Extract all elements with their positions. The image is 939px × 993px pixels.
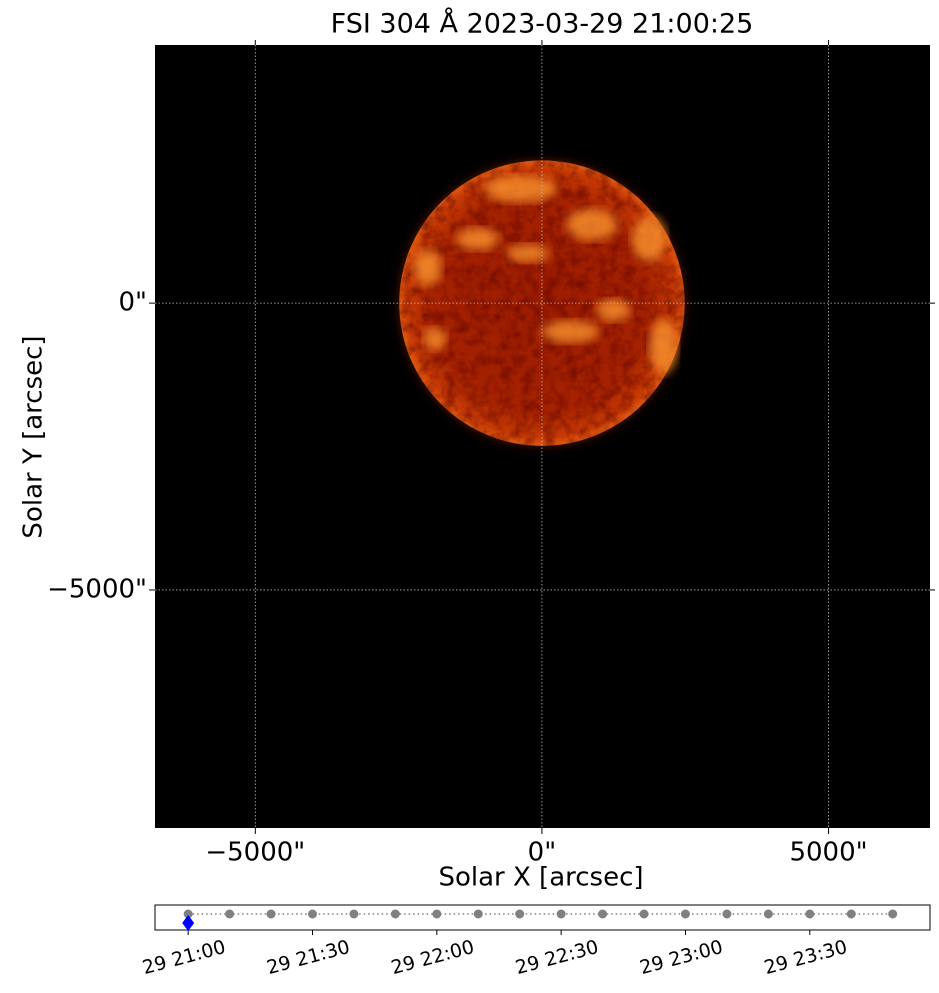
x-tick-label: 5000": [789, 838, 867, 868]
frame-point: [266, 909, 276, 919]
y-tick-label: −5000": [47, 574, 147, 604]
active-region: [541, 320, 600, 344]
frame-point: [390, 909, 400, 919]
frame-point: [432, 909, 442, 919]
frame-point: [639, 909, 649, 919]
frame-point: [225, 909, 235, 919]
y-axis-label: Solar Y [arcsec]: [19, 335, 49, 538]
frame-point: [846, 909, 856, 919]
x-tick-label: 29 21:00: [140, 936, 228, 979]
active-region: [631, 216, 667, 262]
image-layer: [392, 153, 692, 454]
frame-point: [763, 909, 773, 919]
active-region: [413, 249, 443, 286]
x-tick-label: −5000": [205, 838, 305, 868]
active-region: [648, 318, 678, 374]
frame-point: [556, 909, 566, 919]
frame-point: [515, 909, 525, 919]
x-tick-label: 29 23:30: [762, 936, 850, 979]
current-frame-marker: [182, 915, 195, 931]
frame-point: [307, 909, 317, 919]
active-region: [506, 244, 550, 263]
frame-point: [722, 909, 732, 919]
active-region: [456, 227, 500, 251]
active-region: [566, 208, 618, 241]
active-region: [484, 175, 557, 203]
timeline-frame: [154, 904, 931, 931]
active-region: [596, 298, 631, 322]
frame-point: [805, 909, 815, 919]
frame-point: [183, 909, 193, 919]
frame-point: [349, 909, 359, 919]
frame-point: [598, 909, 608, 919]
x-tick-label: 29 21:30: [264, 936, 352, 979]
frame-point: [888, 909, 898, 919]
x-tick-label: 0": [528, 838, 557, 868]
frame-point: [680, 909, 690, 919]
x-tick-label: 29 22:30: [513, 936, 601, 979]
x-tick-label: 29 23:00: [637, 936, 725, 979]
chart-title: FSI 304 Å 2023-03-29 21:00:25: [331, 8, 754, 40]
x-axis-label: Solar X [arcsec]: [438, 863, 643, 893]
active-region: [423, 327, 447, 351]
y-tick-label: 0": [118, 288, 147, 318]
frame-point: [473, 909, 483, 919]
x-tick-label: 29 22:00: [389, 936, 477, 979]
